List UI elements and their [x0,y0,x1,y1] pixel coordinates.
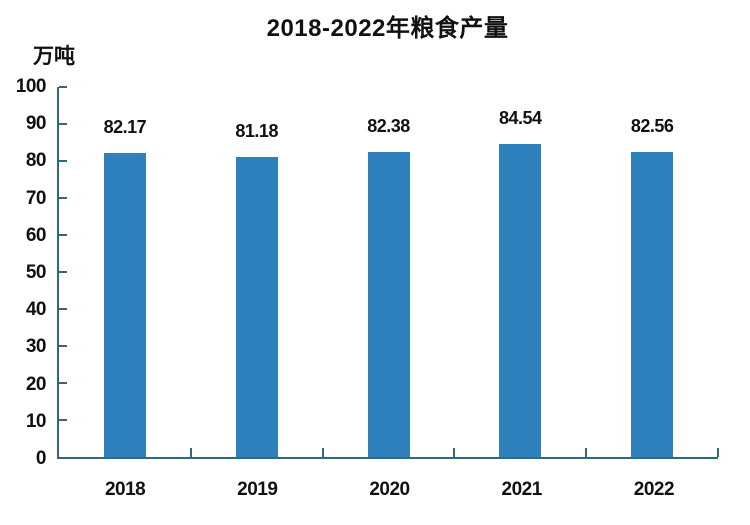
x-axis-category-labels: 2018 2019 2020 2021 2022 [59,479,720,505]
x-axis-tick [453,448,456,457]
y-axis-tick [59,123,67,125]
y-tick-label: 80 [25,150,47,172]
x-category-label: 2021 [501,479,543,500]
y-axis-tick [59,160,67,162]
y-tick-label: 20 [25,373,47,395]
y-axis-tick [59,345,67,347]
x-axis-tick [321,448,324,457]
y-tick-label: 50 [25,262,47,283]
bar-value-label: 82.17 [103,116,147,137]
bar [631,151,674,457]
x-category-label: 2022 [633,479,675,500]
bar-value-label: 82.38 [367,116,410,137]
y-tick-label: 40 [25,299,47,321]
x-axis-tick [189,448,192,457]
y-axis-tick [59,419,67,421]
y-tick-label: 90 [25,113,47,135]
y-axis-tick [59,271,67,273]
bar [367,152,410,457]
x-category-label: 2020 [369,479,410,500]
x-axis-tick [585,448,588,457]
bar-value-label: 84.54 [499,108,542,129]
x-category-label: 2019 [237,479,278,500]
y-axis-tick [59,86,67,88]
x-category-label: 2018 [104,479,146,500]
y-axis-tick [59,234,67,236]
y-tick-label: 60 [25,224,47,246]
bar [235,156,278,457]
y-tick-label: 0 [35,448,47,469]
x-axis-tick [717,448,719,457]
bar-value-label: 81.18 [235,120,278,141]
plot-area: 82.17 81.18 82.38 84.54 82.56 [57,86,719,459]
bar-value-label: 82.56 [630,115,674,136]
bar [103,152,146,457]
chart-title: 2018-2022年粮食产量 [266,15,509,42]
y-tick-label: 30 [25,336,47,358]
y-axis-tick [59,382,67,384]
y-tick-label: 10 [25,410,47,432]
y-tick-label: 100 [15,76,47,97]
y-axis-tick-labels: 0 10 20 30 40 50 60 70 80 90 100 [0,76,47,469]
y-axis-tick [59,308,67,310]
bar [499,144,542,457]
y-axis-unit-label: 万吨 [33,45,75,68]
y-tick-label: 70 [25,187,47,209]
y-axis-tick [59,197,67,199]
